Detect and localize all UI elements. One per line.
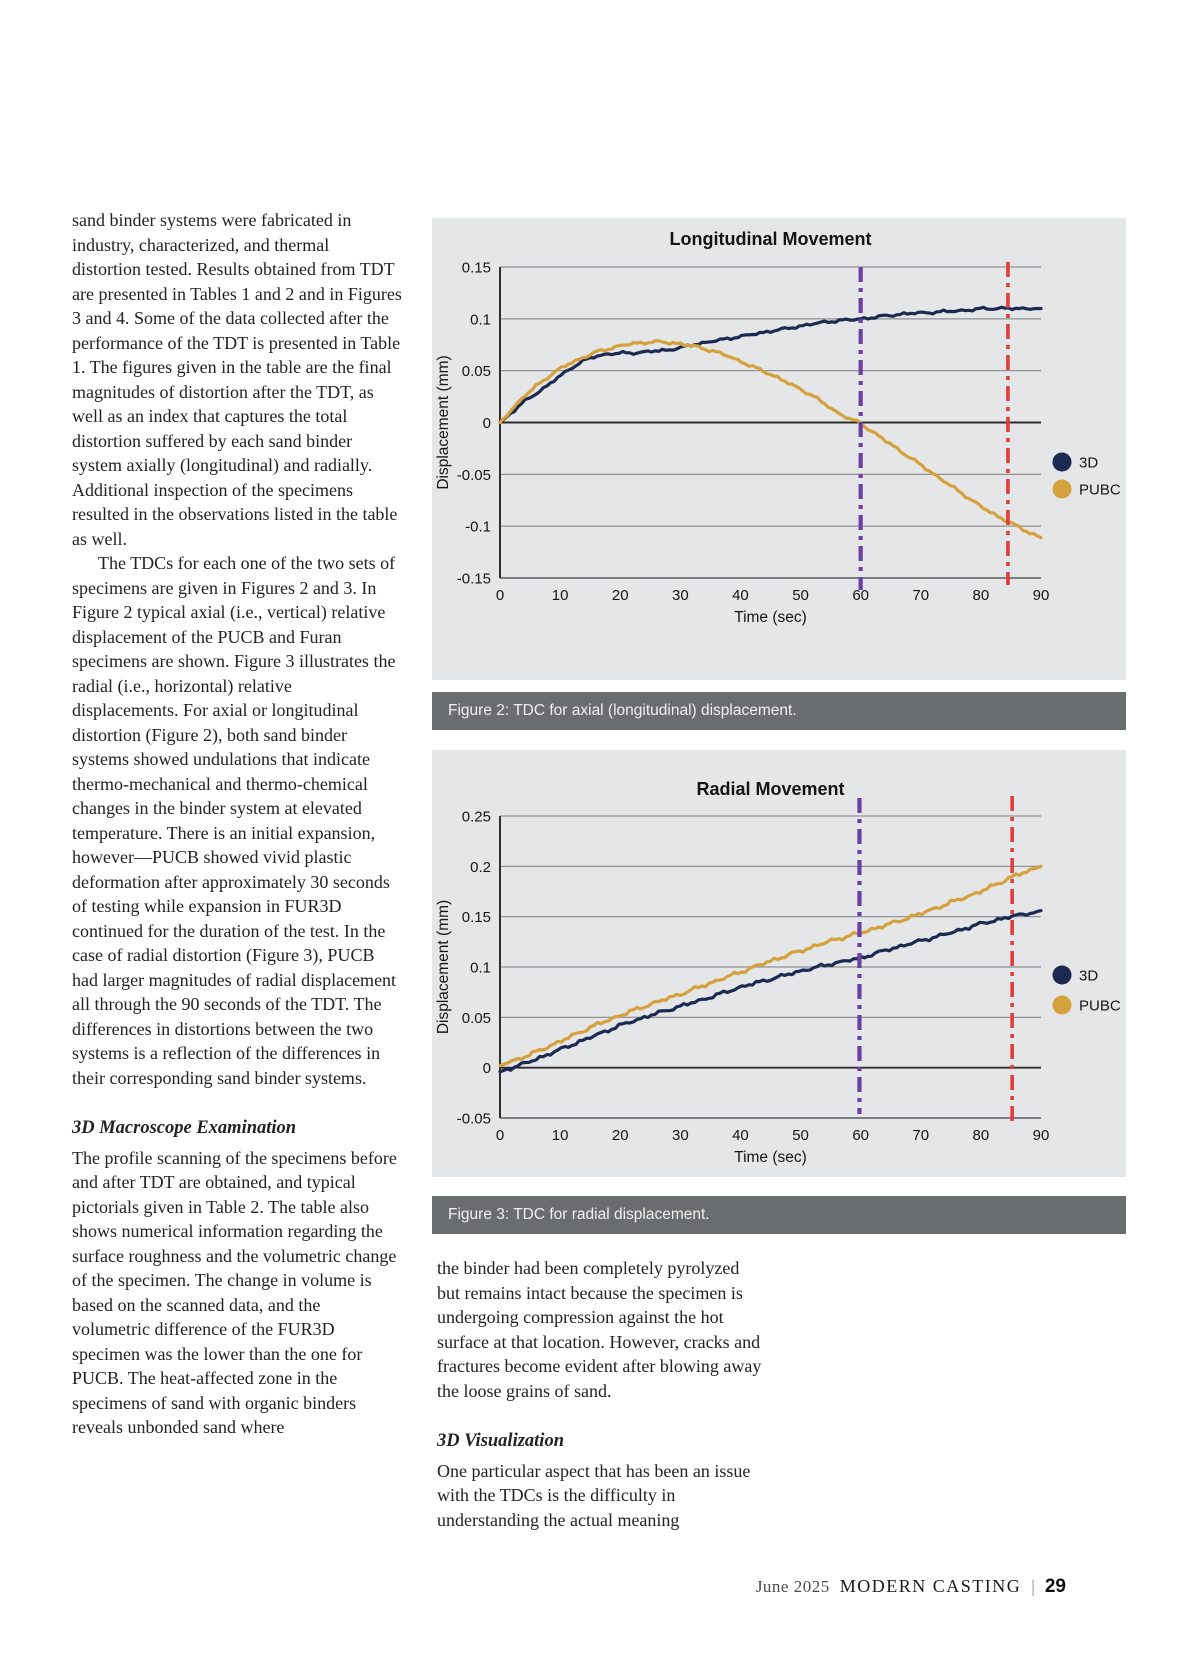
svg-text:30: 30 [672, 1127, 689, 1144]
svg-text:Time (sec): Time (sec) [734, 1149, 807, 1166]
body-paragraph-4: the binder had been completely pyrolyzed… [437, 1258, 762, 1401]
left-text-column: sand binder systems were fabricated in i… [72, 208, 402, 1440]
svg-text:0: 0 [496, 1127, 504, 1144]
svg-text:PUBC: PUBC [1079, 482, 1121, 499]
svg-text:20: 20 [612, 587, 629, 604]
svg-text:Displacement (mm): Displacement (mm) [435, 355, 452, 489]
svg-text:0.15: 0.15 [462, 909, 491, 926]
page-footer: June 2025 MODERN CASTING | 29 [756, 1576, 1066, 1598]
svg-text:30: 30 [672, 587, 689, 604]
svg-text:90: 90 [1033, 1127, 1050, 1144]
svg-text:0.25: 0.25 [462, 809, 491, 826]
svg-text:Time (sec): Time (sec) [734, 609, 807, 626]
svg-text:0.1: 0.1 [470, 960, 491, 977]
svg-text:Displacement (mm): Displacement (mm) [435, 900, 452, 1034]
svg-text:0.2: 0.2 [470, 859, 491, 876]
svg-text:0.15: 0.15 [462, 260, 491, 277]
svg-text:0.1: 0.1 [470, 311, 491, 328]
svg-text:20: 20 [612, 1127, 629, 1144]
svg-text:0.05: 0.05 [462, 1010, 491, 1027]
svg-text:60: 60 [852, 1127, 869, 1144]
svg-text:50: 50 [792, 1127, 809, 1144]
svg-text:0: 0 [483, 415, 491, 432]
svg-text:3D: 3D [1079, 968, 1098, 985]
svg-text:50: 50 [792, 587, 809, 604]
svg-text:Radial Movement: Radial Movement [696, 779, 844, 799]
figure2-chart-panel: 0.15 0.1 0.05 0 -0.05 -0.1 -0.15 0 10 20 30 40 50 60 7… [432, 218, 1126, 680]
figure2-caption-text: Figure 2: TDC for axial (longitudinal) d… [448, 702, 797, 719]
figure3-caption-text: Figure 3: TDC for radial displacement. [448, 1206, 710, 1223]
body-paragraph-2: The TDCs for each one of the two sets of… [72, 553, 397, 1088]
figure2-caption: Figure 2: TDC for axial (longitudinal) d… [432, 692, 1126, 730]
longitudinal-movement-chart: 0.15 0.1 0.05 0 -0.05 -0.1 -0.15 0 10 20 30 40 50 60 7… [435, 229, 1121, 626]
body-paragraph-5: One particular aspect that has been an i… [437, 1460, 751, 1530]
svg-text:0: 0 [483, 1060, 491, 1077]
figure3-chart-panel: 0.25 0.2 0.15 0.1 0.05 0 -0.05 0 10 20 30 40 50 60 70 8… [432, 750, 1126, 1177]
svg-text:-0.05: -0.05 [457, 467, 491, 484]
radial-movement-chart: 0.25 0.2 0.15 0.1 0.05 0 -0.05 0 10 20 30 40 50 60 70 8… [435, 779, 1121, 1166]
svg-text:-0.1: -0.1 [465, 519, 491, 536]
svg-text:0.05: 0.05 [462, 363, 491, 380]
section-heading-macroscope: 3D Macroscope Examination [72, 1118, 297, 1138]
footer-page-number: 29 [1044, 1576, 1066, 1597]
svg-text:60: 60 [852, 587, 869, 604]
svg-text:0: 0 [496, 587, 504, 604]
footer-magazine-name: MODERN CASTING [839, 1576, 1022, 1596]
svg-text:70: 70 [912, 1127, 929, 1144]
svg-text:90: 90 [1033, 587, 1050, 604]
body-paragraph-1: sand binder systems were fabricated in i… [72, 210, 402, 549]
svg-text:40: 40 [732, 587, 749, 604]
svg-text:PUBC: PUBC [1079, 998, 1121, 1015]
body-paragraph-3: The profile scanning of the specimens be… [72, 1147, 397, 1438]
svg-text:10: 10 [552, 587, 569, 604]
footer-issue-date: June 2025 [755, 1577, 830, 1596]
svg-text:40: 40 [732, 1127, 749, 1144]
svg-text:80: 80 [973, 587, 990, 604]
footer-divider: | [1031, 1576, 1035, 1596]
figure3-caption: Figure 3: TDC for radial displacement. [432, 1196, 1126, 1234]
svg-text:80: 80 [973, 1127, 990, 1144]
svg-text:-0.15: -0.15 [457, 571, 491, 588]
svg-text:3D: 3D [1079, 455, 1098, 472]
section-heading-visualization: 3D Visualization [437, 1431, 564, 1451]
svg-text:-0.05: -0.05 [457, 1111, 491, 1128]
svg-text:70: 70 [912, 587, 929, 604]
svg-text:Longitudinal Movement: Longitudinal Movement [670, 229, 872, 249]
svg-text:10: 10 [552, 1127, 569, 1144]
middle-text-column: the binder had been completely pyrolyzed… [437, 1256, 762, 1532]
